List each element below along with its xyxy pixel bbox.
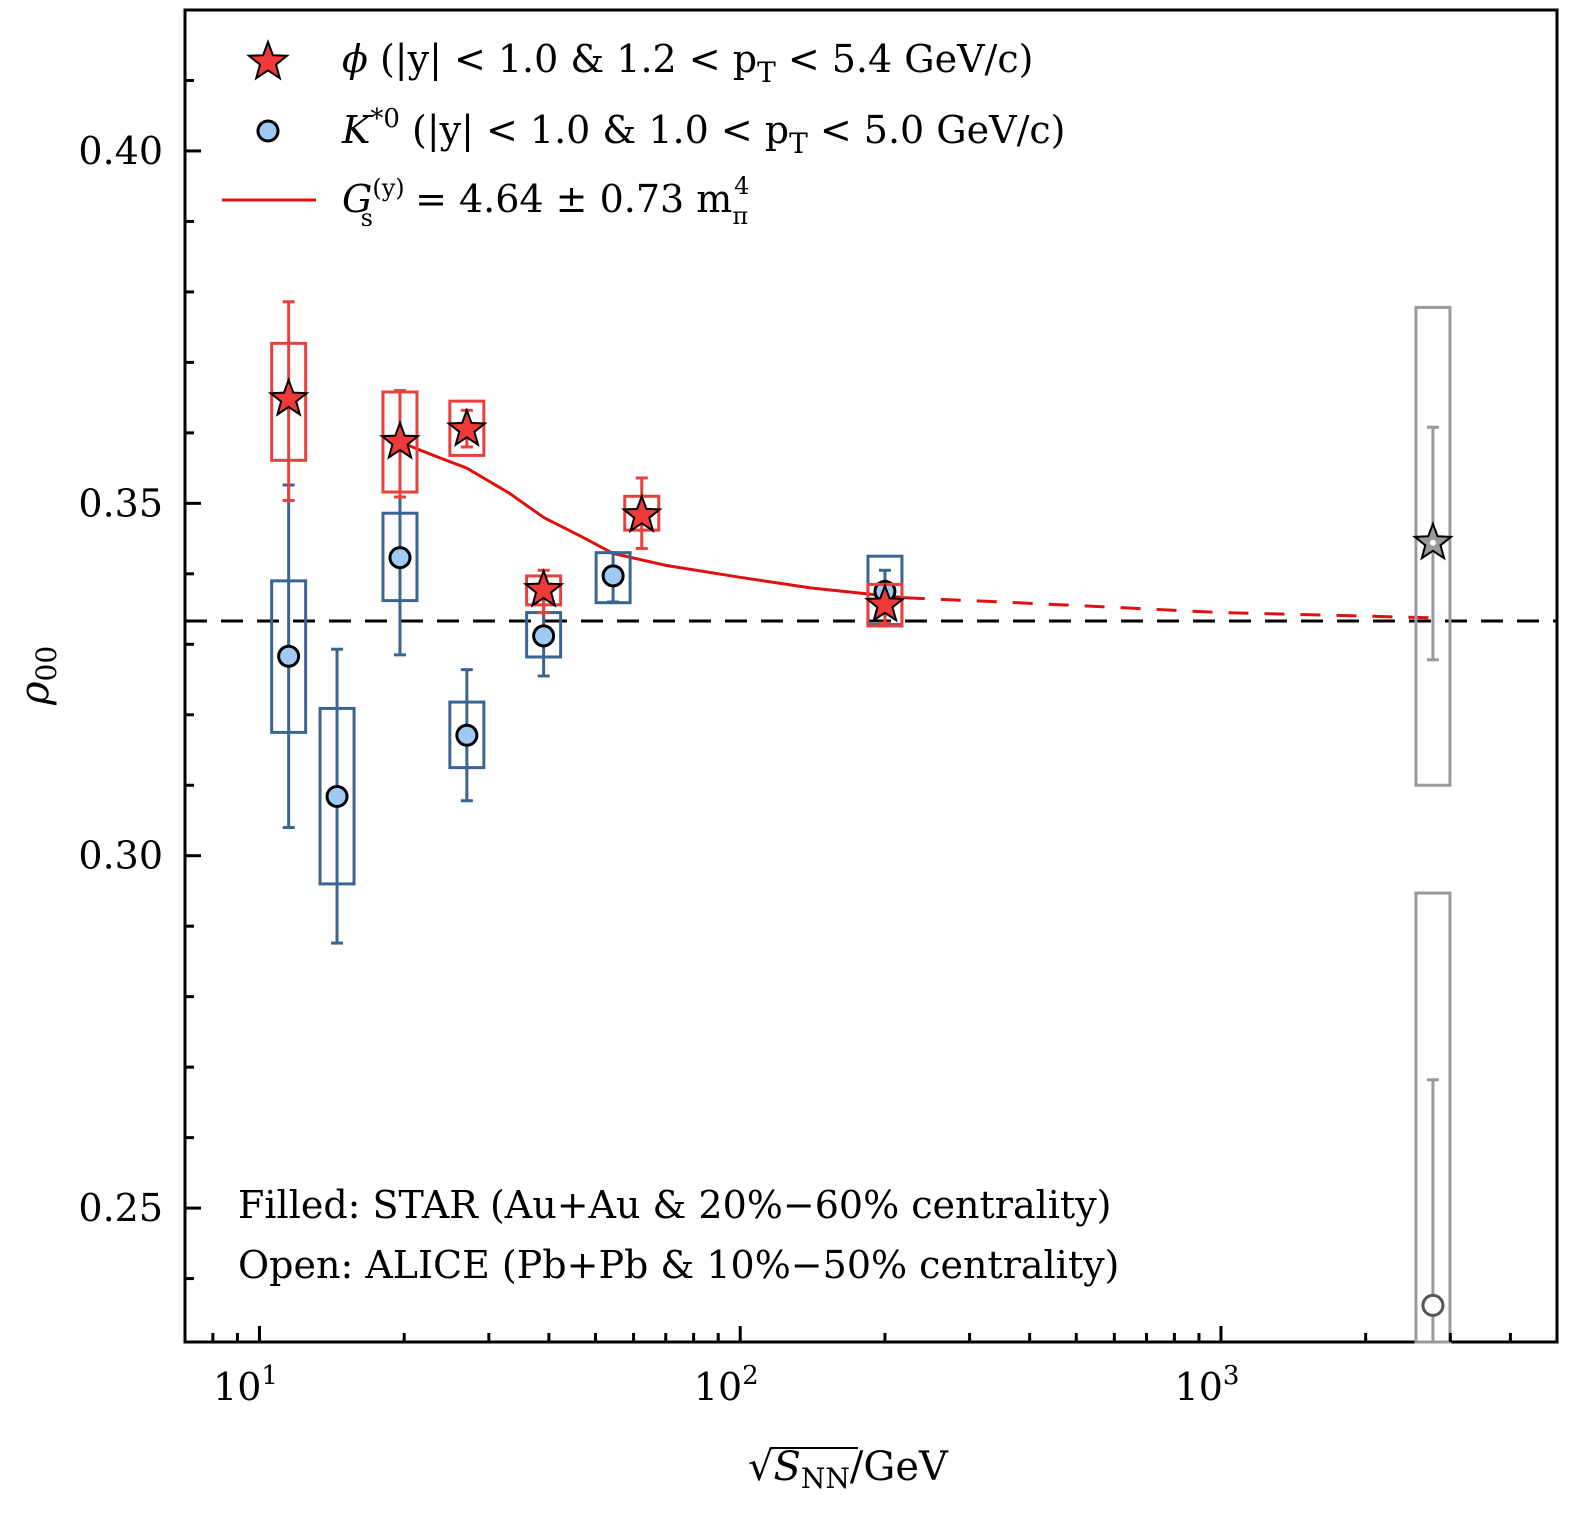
fit-curve [399, 440, 1444, 620]
legend-circle-icon [256, 119, 280, 143]
data-point-star [379, 420, 421, 460]
legend-star-icon [246, 39, 290, 81]
fit-curve-dashed [904, 596, 1444, 620]
data-point-circle [532, 624, 556, 648]
series-k-0-alice [1414, 891, 1452, 1344]
legend-entry-phi: ϕ (|y| < 1.0 & 1.2 < pT < 5.4 GeV/c) [342, 37, 1033, 89]
data-point-circle [601, 564, 625, 588]
y-axis-title: ρ00 [12, 646, 63, 706]
data-point-star [620, 493, 663, 534]
plot-frame [183, 8, 1559, 1344]
data-point-star [522, 568, 565, 608]
data-point-star [446, 407, 488, 448]
data-point-circle [1421, 1293, 1445, 1317]
sys-error-box [1414, 305, 1452, 787]
x-tick-label: 102 [694, 1361, 759, 1409]
data-point-circle [277, 644, 301, 668]
legend-entry-kstar: K*0 (|y| < 1.0 & 1.0 < pT < 5.0 GeV/c) [341, 104, 1066, 160]
series-k-0-star [270, 483, 904, 945]
annotation-star: Filled: STAR (Au+Au & 20%−60% centrality… [238, 1183, 1111, 1227]
data-point-star-center [1429, 539, 1436, 546]
sys-error-box [448, 399, 486, 457]
data-point-star [267, 377, 310, 417]
x-axis-title: √SNN/GeV [748, 1444, 949, 1495]
plot-border [183, 8, 1559, 1344]
y-tick-label: 0.35 [78, 481, 163, 525]
y-tick-label: 0.30 [78, 834, 163, 878]
legend: ϕ (|y| < 1.0 & 1.2 < pT < 5.4 GeV/c) K*0… [222, 37, 1066, 232]
data-point-circle [325, 785, 349, 809]
data-point-circle [455, 723, 479, 747]
y-tick-label: 0.40 [78, 129, 163, 173]
data-marks [267, 300, 1454, 1344]
x-tick-label: 103 [1175, 1361, 1240, 1409]
data-point-circle [388, 546, 412, 570]
series-phi-alice [1412, 305, 1454, 787]
data-point-star [864, 582, 906, 623]
legend-entry-fit: G(y) s = 4.64 ± 0.73 mπ4 [342, 172, 749, 232]
series-phi-star [267, 300, 906, 628]
fit-curve-solid [399, 440, 905, 600]
annotation-alice: Open: ALICE (Pb+Pb & 10%−50% centrality) [238, 1243, 1119, 1287]
y-tick-label: 0.25 [78, 1186, 163, 1230]
axes: 0.25 0.30 0.35 0.40 101 102 103 [78, 78, 1559, 1409]
x-tick-label: 101 [213, 1361, 278, 1409]
legend-star-shape [246, 39, 290, 81]
